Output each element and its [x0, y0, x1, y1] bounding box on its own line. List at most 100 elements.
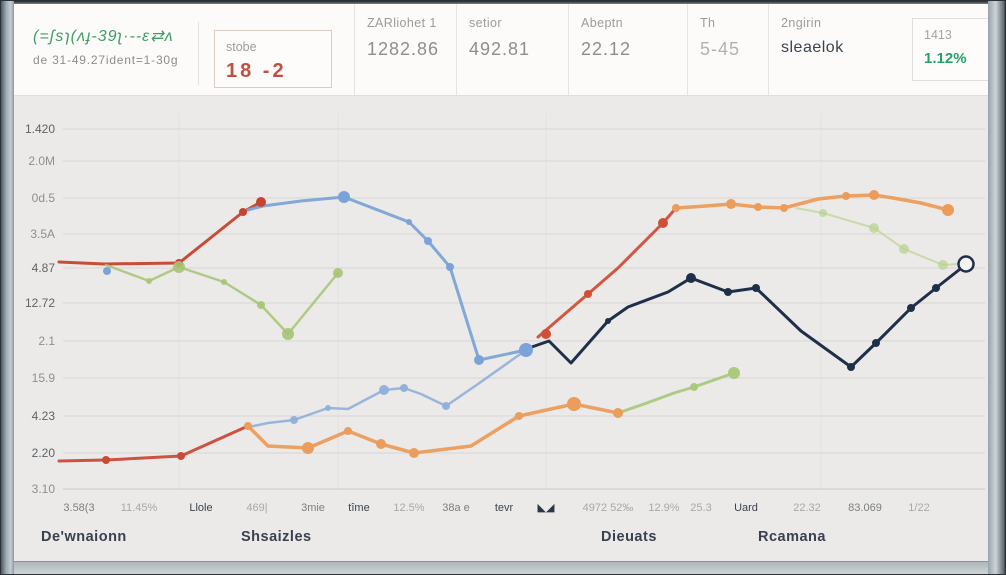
- x-axis-label: ◣◢: [538, 502, 555, 514]
- data-point-orange-bottom[interactable]: [302, 442, 314, 454]
- data-point-navy[interactable]: [872, 339, 880, 347]
- y-axis-label: 4.23: [32, 409, 56, 423]
- annotation-line-2: de 31-49.27ident=1-30g: [33, 53, 179, 67]
- data-point-green-right[interactable]: [899, 244, 909, 254]
- stat-card-stobe: stobe 18 -2: [214, 30, 332, 88]
- stat-card-zarliohet: ZARliohet 1 1282.86: [354, 4, 456, 95]
- series-navy-line: [524, 264, 966, 369]
- data-point-red-rise[interactable]: [541, 329, 551, 339]
- series-red-left-line: [57, 200, 263, 266]
- data-point-orange-top[interactable]: [754, 203, 762, 211]
- stat-label: 1413: [924, 28, 952, 42]
- x-axis-label: 12.9%: [648, 502, 679, 514]
- x-axis-label: 38a e: [442, 502, 470, 514]
- series-green-bottom-line: [616, 371, 736, 415]
- data-point-green-left[interactable]: [333, 268, 343, 278]
- data-point-blue-low[interactable]: [325, 405, 331, 411]
- line-chart: 1.420 2.0M 0d.5 3.5A 4.87 12.72 2.1 15.9 4.23 2.2…: [25, 113, 985, 545]
- data-point-blue-low[interactable]: [290, 416, 298, 424]
- data-point-red-left[interactable]: [239, 208, 247, 216]
- stat-label: Abeptn: [581, 16, 624, 30]
- data-point-orange-bottom[interactable]: [409, 448, 419, 458]
- data-point-green-left[interactable]: [257, 301, 265, 309]
- data-point-green-bottom[interactable]: [690, 383, 698, 391]
- data-point-green-right[interactable]: [819, 209, 827, 217]
- data-point-orange-bottom[interactable]: [244, 422, 252, 430]
- annotation-line-1: (=ʃsɿ(ʌɟ-39ʅ·--ɛ⇄ʌ: [33, 28, 174, 45]
- data-point-navy[interactable]: [932, 284, 940, 292]
- stat-value: 492.81: [469, 39, 531, 59]
- stat-value: sleaelok: [781, 39, 844, 56]
- data-point-green-left[interactable]: [221, 279, 227, 285]
- data-point-navy[interactable]: [907, 304, 915, 312]
- header-divider: [198, 22, 199, 85]
- data-point-orange-top[interactable]: [942, 204, 954, 216]
- legend-item[interactable]: Rcamana: [758, 529, 826, 545]
- stat-label: ZARliohet 1: [367, 16, 437, 30]
- data-point-red-rise[interactable]: [584, 290, 592, 298]
- data-point-green-right[interactable]: [869, 223, 879, 233]
- stat-card-2ngirin: 2ngirin sleaelok: [768, 4, 908, 95]
- y-axis-label: 4.87: [32, 261, 56, 275]
- data-point-orange-top[interactable]: [780, 204, 788, 212]
- data-point-green-bottom[interactable]: [728, 367, 740, 379]
- x-axis-label: 12.5%: [393, 502, 424, 514]
- y-axis-label: 2.1: [38, 334, 55, 348]
- data-point-orange-top[interactable]: [842, 192, 850, 200]
- data-point-blue-main[interactable]: [406, 219, 412, 225]
- x-axis-label: 22.32: [793, 502, 821, 514]
- data-point-blue-main[interactable]: [474, 355, 484, 365]
- data-point-red-left[interactable]: [256, 197, 266, 207]
- series-green-right-line: [795, 207, 960, 266]
- data-point-blue-main[interactable]: [424, 237, 432, 245]
- data-point-green-left[interactable]: [146, 278, 152, 284]
- data-point-navy[interactable]: [724, 288, 732, 296]
- data-point-navy[interactable]: [605, 318, 611, 324]
- data-point-navy[interactable]: [686, 273, 696, 283]
- y-axis-label: 3.5A: [30, 227, 55, 241]
- legend-item[interactable]: De'wnaionn: [41, 529, 127, 545]
- data-point-orange-bottom[interactable]: [567, 397, 581, 411]
- data-point-navy[interactable]: [752, 284, 760, 292]
- stat-value: 1.12%: [924, 50, 967, 67]
- data-point-red-bottom[interactable]: [177, 452, 185, 460]
- data-point-blue-main[interactable]: [103, 267, 111, 275]
- y-axis-label: 3.10: [32, 482, 56, 496]
- data-point-navy[interactable]: [847, 363, 855, 371]
- data-point-orange-top[interactable]: [869, 190, 879, 200]
- stat-card-abeptn: Abeptn 22.12: [568, 4, 687, 95]
- legend-item[interactable]: Shsaizles: [241, 529, 312, 545]
- x-axis-label: 11.45%: [121, 502, 158, 514]
- data-point-orange-top[interactable]: [672, 204, 680, 212]
- data-point-orange-top[interactable]: [726, 199, 736, 209]
- data-point-red-bottom[interactable]: [102, 456, 110, 464]
- y-axis-label: 1.420: [25, 122, 55, 136]
- data-point-blue-low[interactable]: [379, 385, 389, 395]
- data-point-green-right[interactable]: [938, 260, 948, 270]
- series-end-marker[interactable]: [957, 255, 975, 273]
- data-point-orange-bottom[interactable]: [613, 408, 623, 418]
- data-point-green-left[interactable]: [173, 261, 185, 273]
- x-axis-label: 3mie: [301, 502, 325, 514]
- window-frame-top: [1, 1, 1005, 4]
- y-axis-label: 2.20: [32, 446, 56, 460]
- data-point-green-left[interactable]: [282, 328, 294, 340]
- data-point-orange-bottom[interactable]: [515, 412, 523, 420]
- stat-value: 5-45: [700, 39, 741, 59]
- x-axis-label: tevr: [495, 502, 514, 514]
- data-point-orange-bottom[interactable]: [376, 439, 386, 449]
- data-point-blue-main[interactable]: [446, 263, 454, 271]
- data-point-orange-bottom[interactable]: [344, 427, 352, 435]
- data-point-blue-low[interactable]: [400, 384, 408, 392]
- series-green-left-line: [104, 263, 340, 336]
- legend-item[interactable]: Dieuats: [601, 529, 657, 545]
- window-frame-bottom: [14, 561, 988, 574]
- series-orange-bottom-line: [246, 402, 620, 455]
- series-orange-top-line: [674, 193, 950, 212]
- data-point-red-rise[interactable]: [658, 218, 668, 228]
- data-point-blue-low[interactable]: [442, 402, 450, 410]
- x-axis-label: tîme: [348, 502, 369, 514]
- data-point-blue-main[interactable]: [519, 343, 533, 357]
- data-point-blue-main[interactable]: [338, 191, 350, 203]
- stat-label: 2ngirin: [781, 16, 822, 30]
